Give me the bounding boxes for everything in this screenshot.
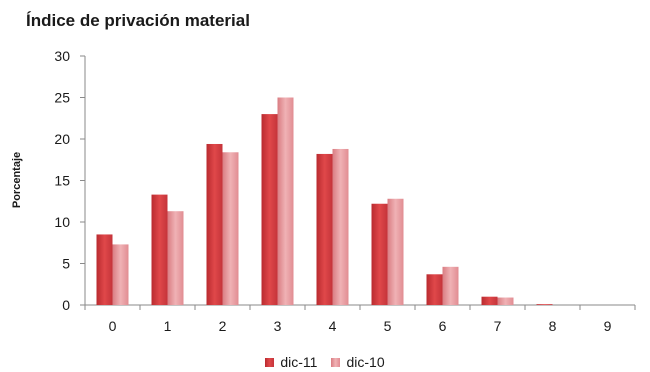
bar-dic-11-4 (316, 153, 333, 305)
bar-dic-10-5 (387, 198, 404, 305)
legend-label-dic-10: dic-10 (346, 354, 385, 370)
bar-dic-10-3 (277, 97, 294, 305)
bar-dic-11-7 (481, 296, 498, 305)
y-tick-label: 30 (54, 48, 70, 64)
x-tick-label: 3 (274, 318, 282, 334)
legend-swatch-dic-11 (265, 357, 275, 367)
bar-dic-10-6 (442, 266, 459, 305)
y-tick-label: 20 (54, 131, 70, 147)
y-tick-label: 0 (62, 297, 70, 313)
x-tick-label: 7 (494, 318, 502, 334)
y-tick-label: 25 (54, 90, 70, 106)
y-tick-label: 10 (54, 214, 70, 230)
bar-dic-11-1 (151, 194, 168, 305)
bar-dic-11-5 (371, 203, 388, 305)
bar-dic-11-3 (261, 114, 278, 305)
bar-dic-10-2 (222, 152, 239, 305)
legend: dic-11 dic-10 (0, 354, 650, 370)
x-tick-label: 0 (109, 318, 117, 334)
legend-label-dic-11: dic-11 (280, 354, 318, 370)
tick-labels: 0 5 10 15 20 25 30 0 1 2 3 4 5 6 7 8 9 (54, 48, 611, 334)
x-tick-label: 4 (329, 318, 337, 334)
legend-item-dic-11: dic-11 (265, 354, 317, 370)
bar-dic-11-2 (206, 143, 223, 305)
x-tick-label: 5 (384, 318, 392, 334)
bar-dic-10-1 (167, 211, 184, 305)
bar-dic-10-0 (112, 244, 129, 305)
bar-dic-10-4 (332, 148, 349, 305)
x-tick-label: 2 (219, 318, 227, 334)
legend-swatch-dic-10 (331, 357, 341, 367)
y-tick-label: 5 (62, 256, 70, 272)
legend-item-dic-10: dic-10 (331, 354, 385, 370)
x-tick-label: 1 (164, 318, 172, 334)
bar-dic-11-8 (536, 304, 553, 305)
x-tick-label: 8 (549, 318, 557, 334)
chart-title: Índice de privación material (26, 11, 250, 30)
bars (96, 97, 553, 305)
bar-dic-10-7 (497, 297, 514, 305)
bar-dic-11-6 (426, 274, 443, 305)
x-tick-label: 9 (604, 318, 612, 334)
bar-dic-11-0 (96, 234, 113, 305)
x-tick-label: 6 (439, 318, 447, 334)
y-tick-label: 15 (54, 173, 70, 189)
